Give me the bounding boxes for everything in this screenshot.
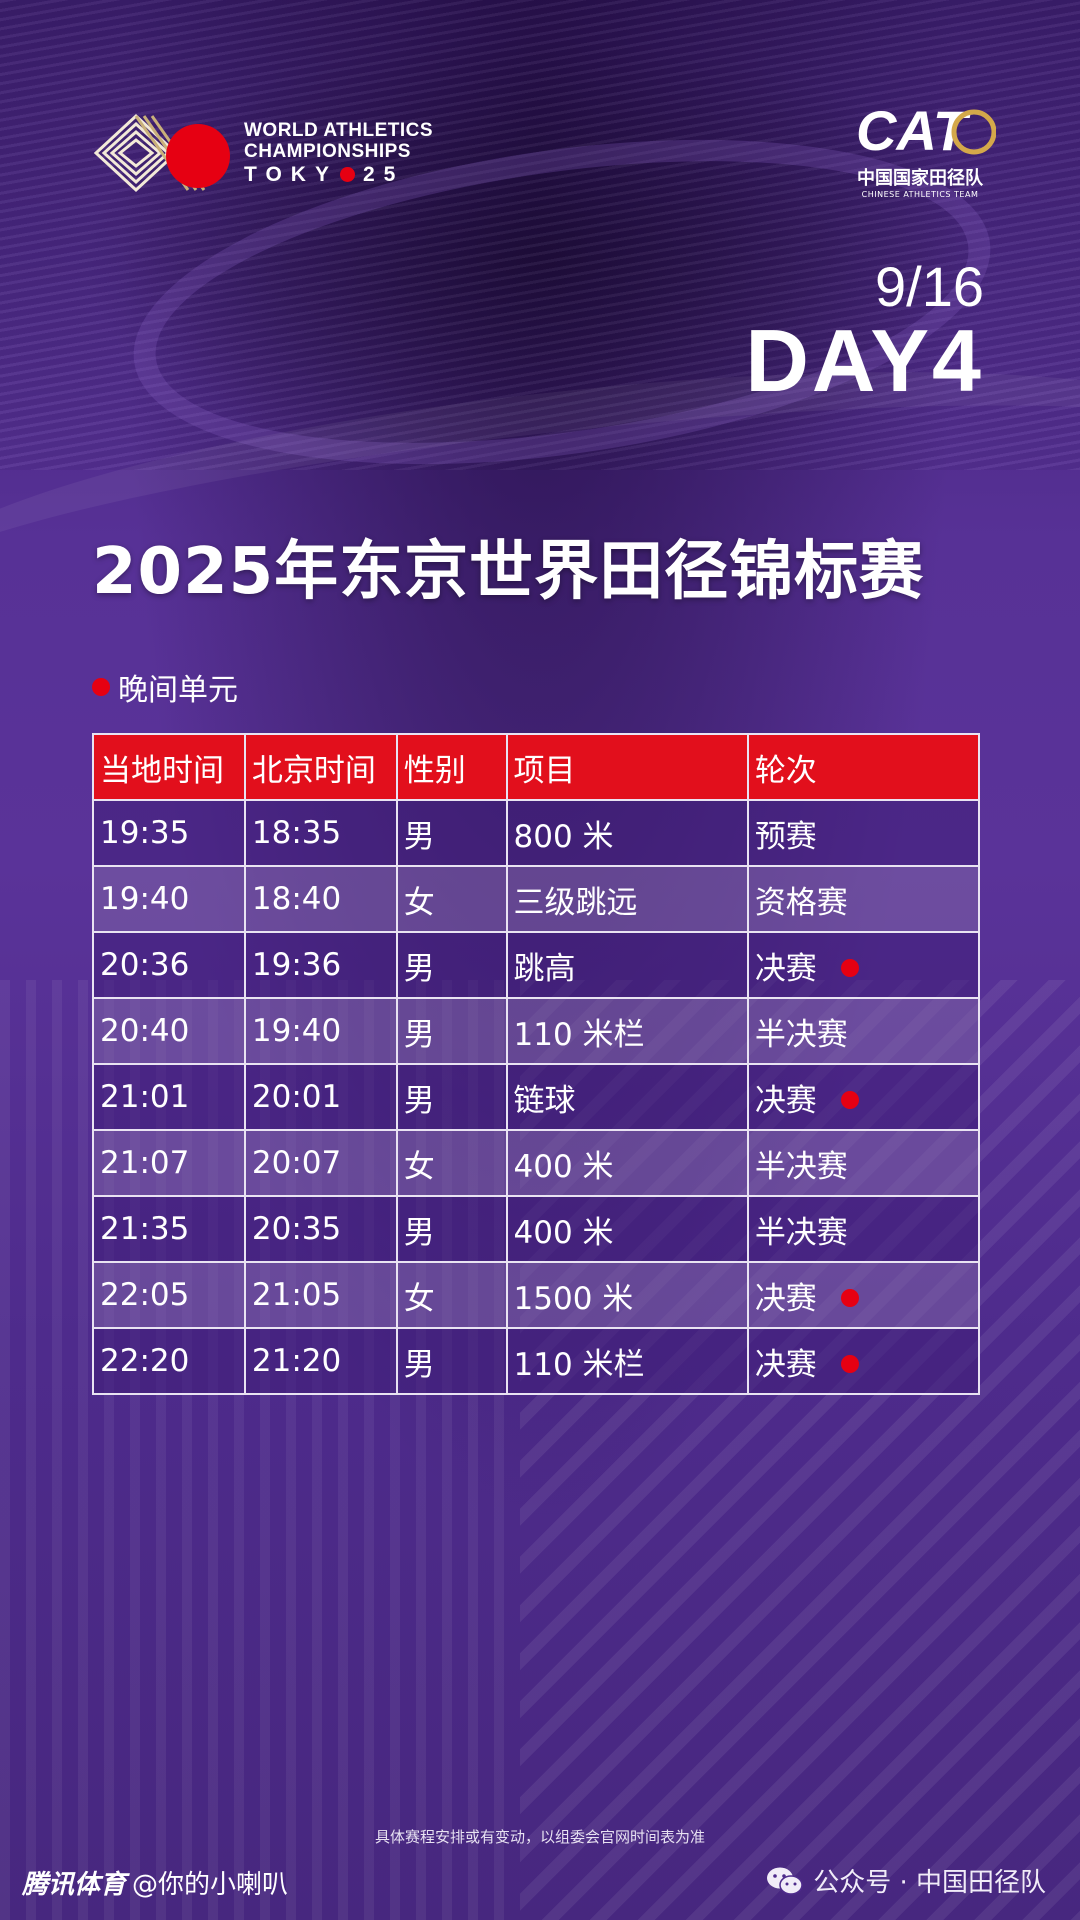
round-label: 半决赛 bbox=[754, 1148, 848, 1185]
cat-cn-name: 中国国家田径队 bbox=[857, 168, 983, 189]
wa-line-3: TOKY 25 bbox=[244, 162, 433, 188]
schedule-disclaimer: 具体赛程安排或有变动，以组委会官网时间表为准 bbox=[374, 1828, 705, 1846]
round-label: 决赛 bbox=[754, 1346, 817, 1383]
round-cell: 资格赛 bbox=[746, 865, 981, 933]
table-row: 20:40 19:40 男 110 米栏 半决赛 bbox=[92, 997, 981, 1065]
world-athletics-wordmark: WORLD ATHLETICS CHAMPIONSHIPS TOKY 25 bbox=[244, 120, 433, 188]
beijing-time-cell: 21:20 bbox=[243, 1327, 398, 1395]
gender-cell: 男 bbox=[395, 1195, 508, 1263]
gender-cell: 男 bbox=[395, 997, 508, 1065]
session-text: 晚间单元 bbox=[118, 673, 238, 708]
gender-cell: 男 bbox=[395, 1063, 508, 1131]
round-cell: 预赛 bbox=[746, 799, 981, 867]
round-label: 决赛 bbox=[754, 1082, 817, 1119]
round-label: 半决赛 bbox=[754, 1016, 848, 1053]
beijing-time-cell: 20:35 bbox=[243, 1195, 398, 1263]
world-athletics-logo bbox=[93, 113, 230, 193]
wa-line-2: CHAMPIONSHIPS bbox=[244, 141, 411, 162]
local-time-cell: 22:20 bbox=[92, 1327, 246, 1395]
beijing-time-cell: 19:36 bbox=[243, 931, 398, 999]
wechat-icon bbox=[767, 1867, 803, 1895]
local-time-cell: 19:40 bbox=[92, 865, 246, 933]
final-marker-icon bbox=[840, 1288, 859, 1307]
final-marker-icon bbox=[840, 1354, 859, 1373]
gender-cell: 女 bbox=[395, 1129, 508, 1197]
local-time-cell: 21:01 bbox=[92, 1063, 246, 1131]
event-cell: 800 米 bbox=[505, 799, 749, 867]
event-cell: 110 米栏 bbox=[505, 997, 749, 1065]
table-row: 19:35 18:35 男 800 米预赛 bbox=[92, 799, 981, 867]
brand-name: 腾讯体育 bbox=[22, 1870, 127, 1900]
event-day: DAY4 bbox=[745, 311, 984, 410]
event-cell: 链球 bbox=[505, 1063, 749, 1131]
round-label: 资格赛 bbox=[754, 884, 848, 921]
schedule-table: 当地时间 北京时间 性别 项目 轮次 19:35 18:35 男 800 米预赛 19:… bbox=[92, 733, 981, 1395]
wechat-account: 公众号 · 中国田径队 bbox=[765, 1862, 1046, 1899]
gender-cell: 女 bbox=[395, 1261, 508, 1329]
round-label: 决赛 bbox=[754, 1280, 817, 1317]
round-cell: 决赛 bbox=[746, 931, 981, 999]
gender-cell: 男 bbox=[395, 799, 508, 867]
gender-cell: 男 bbox=[395, 931, 508, 999]
col-gender: 性别 bbox=[395, 733, 508, 801]
beijing-time-cell: 18:35 bbox=[243, 799, 398, 867]
round-label: 决赛 bbox=[754, 950, 817, 987]
wa-line-1: WORLD ATHLETICS bbox=[244, 120, 434, 141]
session-label: 晚间单元 bbox=[92, 665, 238, 709]
wechat-account-name: 公众号 · 中国田径队 bbox=[813, 1868, 1046, 1898]
page-title: 2025年东京世界田径锦标赛 bbox=[92, 535, 925, 609]
table-row: 22:05 21:05 女 1500 米决赛 bbox=[92, 1261, 981, 1329]
gender-cell: 女 bbox=[395, 865, 508, 933]
beijing-time-cell: 19:40 bbox=[243, 997, 398, 1065]
round-cell: 半决赛 bbox=[746, 997, 981, 1065]
round-cell: 决赛 bbox=[746, 1261, 981, 1329]
local-time-cell: 21:07 bbox=[92, 1129, 246, 1197]
red-dot-icon bbox=[339, 167, 355, 182]
event-cell: 跳高 bbox=[505, 931, 749, 999]
event-cell: 400 米 bbox=[505, 1195, 749, 1263]
round-cell: 决赛 bbox=[746, 1063, 981, 1131]
table-row: 22:20 21:20 男 110 米栏 决赛 bbox=[92, 1327, 981, 1395]
beijing-time-cell: 20:01 bbox=[243, 1063, 398, 1131]
wa-line-3-left: TOKY bbox=[244, 163, 338, 186]
table-row: 19:40 18:40 女三级跳远 资格赛 bbox=[92, 865, 981, 933]
cat-en-name: CHINESE ATHLETICS TEAM bbox=[861, 190, 979, 199]
col-beijing-time: 北京时间 bbox=[243, 733, 398, 801]
final-marker-icon bbox=[840, 1090, 859, 1109]
final-marker-icon bbox=[840, 958, 859, 977]
table-row: 21:35 20:35 男 400 米半决赛 bbox=[92, 1195, 981, 1263]
col-local-time: 当地时间 bbox=[92, 733, 246, 801]
event-cell: 三级跳远 bbox=[505, 865, 749, 933]
table-header-row: 当地时间 北京时间 性别 项目 轮次 bbox=[92, 733, 981, 801]
local-time-cell: 19:35 bbox=[92, 799, 246, 867]
round-label: 半决赛 bbox=[754, 1214, 848, 1251]
table-row: 21:07 20:07 女 400 米半决赛 bbox=[92, 1129, 981, 1197]
event-cell: 400 米 bbox=[505, 1129, 749, 1197]
event-cell: 1500 米 bbox=[505, 1261, 749, 1329]
event-date: 9/16 bbox=[875, 255, 984, 318]
cat-logo: CAT bbox=[856, 99, 996, 162]
local-time-cell: 20:36 bbox=[92, 931, 246, 999]
round-cell: 半决赛 bbox=[746, 1129, 981, 1197]
round-label: 预赛 bbox=[754, 818, 817, 855]
gender-cell: 男 bbox=[395, 1327, 508, 1395]
session-dot-icon bbox=[92, 678, 110, 696]
local-time-cell: 22:05 bbox=[92, 1261, 246, 1329]
brand-user: @你的小喇叭 bbox=[132, 1870, 289, 1900]
stadium-photo bbox=[0, 0, 1080, 513]
beijing-time-cell: 21:05 bbox=[243, 1261, 398, 1329]
round-cell: 决赛 bbox=[746, 1327, 981, 1395]
beijing-time-cell: 18:40 bbox=[243, 865, 398, 933]
brand-credit: 腾讯体育 @你的小喇叭 bbox=[22, 1864, 288, 1901]
table-row: 20:36 19:36 男跳高 决赛 bbox=[92, 931, 981, 999]
event-cell: 110 米栏 bbox=[505, 1327, 749, 1395]
beijing-time-cell: 20:07 bbox=[243, 1129, 398, 1197]
col-round: 轮次 bbox=[746, 733, 981, 801]
wa-line-3-right: 25 bbox=[362, 163, 405, 186]
local-time-cell: 20:40 bbox=[92, 997, 246, 1065]
col-event: 项目 bbox=[505, 733, 749, 801]
local-time-cell: 21:35 bbox=[92, 1195, 246, 1263]
round-cell: 半决赛 bbox=[746, 1195, 981, 1263]
table-row: 21:01 20:01 男链球 决赛 bbox=[92, 1063, 981, 1131]
